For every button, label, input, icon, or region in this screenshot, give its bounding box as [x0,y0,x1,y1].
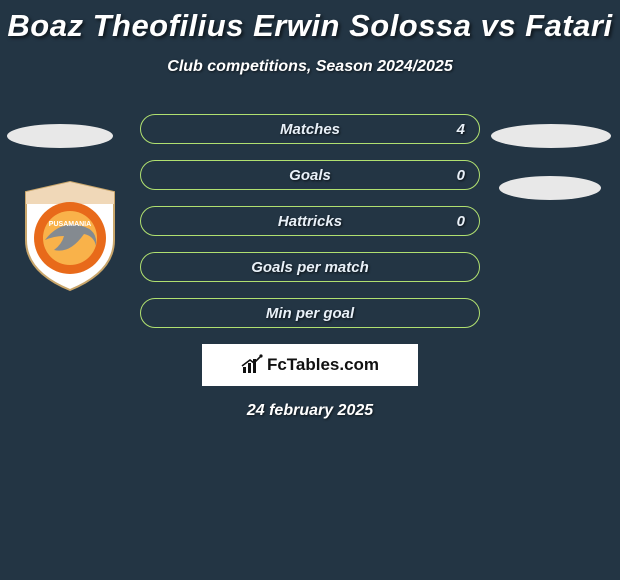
decorative-oval [491,124,611,148]
stat-label: Matches [280,121,340,138]
stat-row: Goals per match [140,252,480,282]
page-title: Boaz Theofilius Erwin Solossa vs Fatari [0,0,620,44]
stat-value: 4 [457,121,465,138]
stat-label: Goals [289,167,331,184]
stat-row: Matches 4 [140,114,480,144]
stats-table: Matches 4 Goals 0 Hattricks 0 Goals per match M… [140,114,480,328]
stat-label: Hattricks [278,213,342,230]
date-label: 24 february 2025 [0,402,620,420]
stat-label: Goals per match [251,259,369,276]
stat-row: Min per goal [140,298,480,328]
club-badge-svg: PUSAMANIA [20,180,120,292]
stat-label: Min per goal [266,305,354,322]
club-badge: PUSAMANIA [20,180,120,292]
badge-arc-text: PUSAMANIA [49,221,91,228]
decorative-oval [499,176,601,200]
brand-chart-icon [241,354,263,376]
subtitle: Club competitions, Season 2024/2025 [0,58,620,76]
stat-row: Goals 0 [140,160,480,190]
stat-value: 0 [457,167,465,184]
decorative-oval [7,124,113,148]
brand-name: FcTables.com [267,355,379,375]
stat-value: 0 [457,213,465,230]
brand-banner: FcTables.com [202,344,418,386]
stat-row: Hattricks 0 [140,206,480,236]
shield-top-band [26,182,114,204]
